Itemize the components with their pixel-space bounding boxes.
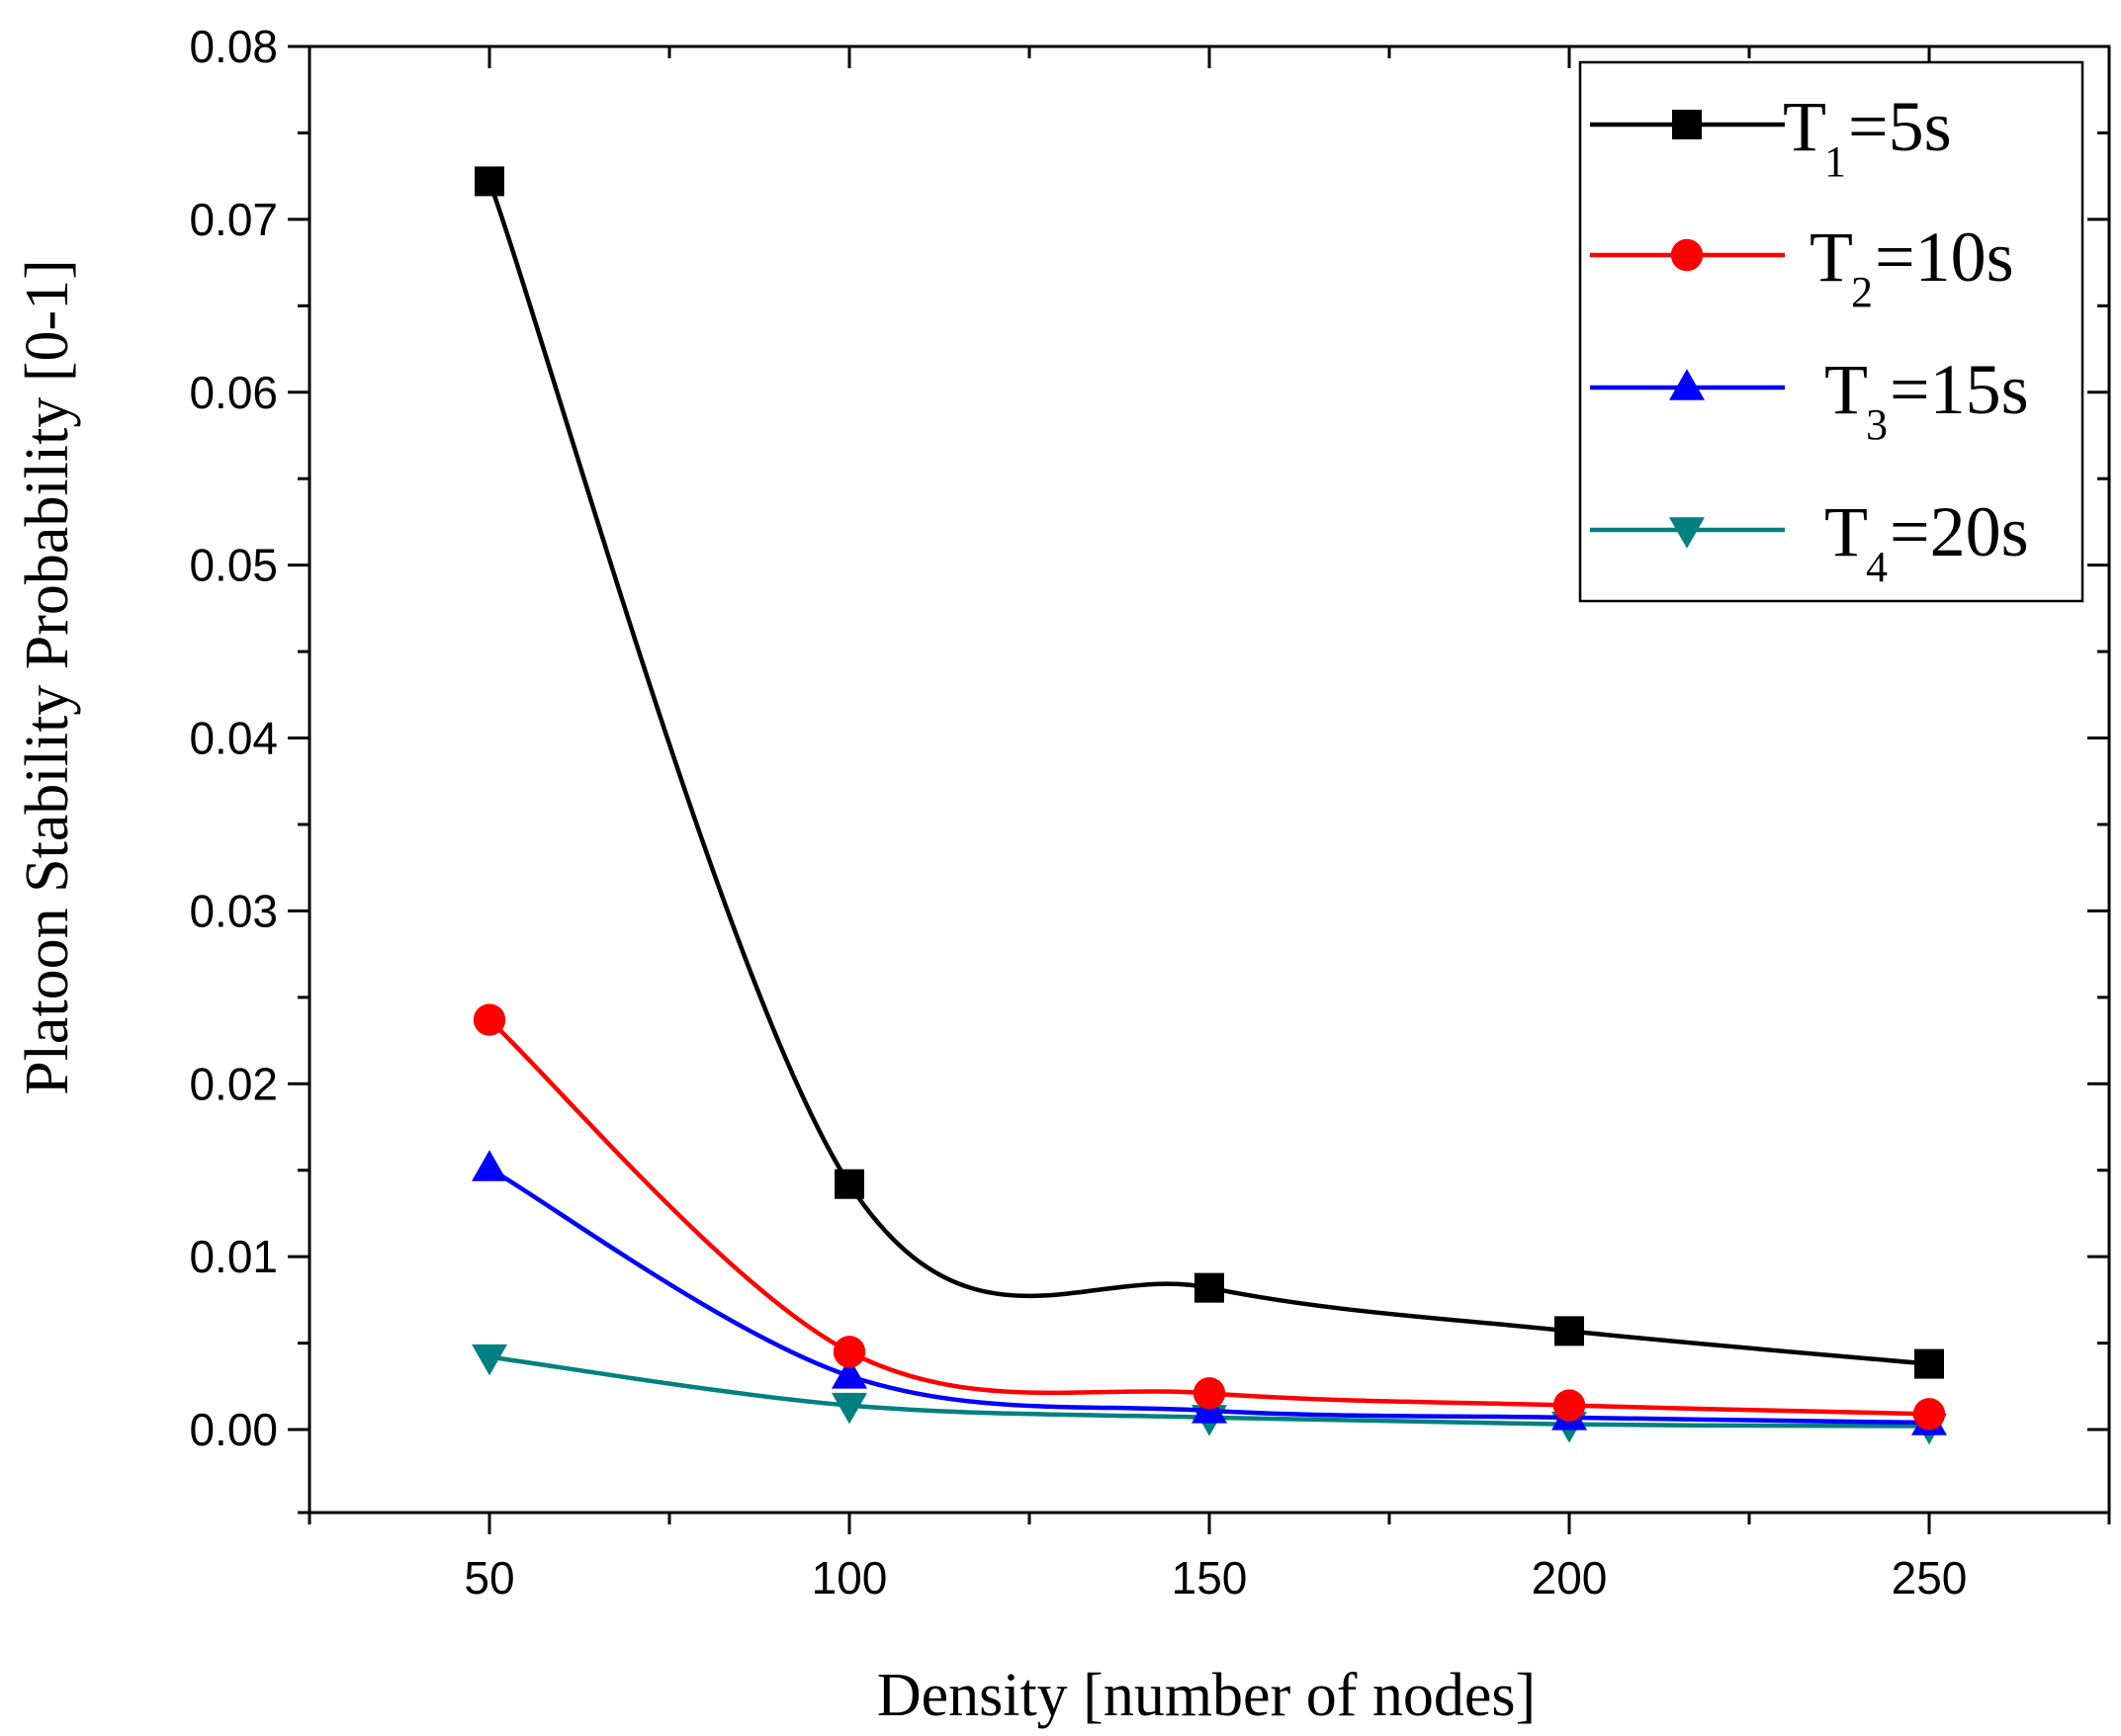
data-point [475,166,504,197]
y-tick-label: 0.05 [189,540,278,591]
data-point [472,1150,507,1181]
data-point [1193,1377,1226,1410]
legend-label-rest: =15s [1890,350,2029,429]
x-tick-label: 150 [1172,1552,1248,1604]
x-tick-label: 250 [1892,1552,1968,1604]
y-tick-label: 0.07 [189,194,278,245]
data-point [832,1357,867,1389]
series-T2=10s [473,1003,1946,1431]
y-axis-title: Platoon Stability Probability [0-1] [14,259,81,1095]
x-tick-label: 200 [1532,1552,1608,1604]
x-axis-title: Density [number of nodes] [877,1662,1536,1729]
data-point [473,1003,506,1036]
y-tick-label: 0.06 [189,367,278,418]
legend-label-main: T [1783,87,1826,166]
legend-marker [1669,517,1705,549]
legend-label-rest: =20s [1890,492,2029,571]
series-group [472,166,1947,1445]
legend-box [1578,60,2084,603]
x-tick-label: 100 [812,1552,888,1604]
x-tick-label: 50 [464,1552,514,1604]
legend-label-rest: =10s [1875,217,2014,297]
y-tick-label: 0.08 [189,21,278,72]
data-point [835,1169,864,1199]
data-point [1912,1398,1946,1431]
legend-label-main: T [1824,492,1868,571]
legend-label-sub: 3 [1866,400,1888,449]
data-point [1914,1348,1944,1379]
y-tick-label: 0.02 [189,1058,278,1109]
legend-marker [1669,369,1705,400]
legend-label-sub: 4 [1866,543,1888,591]
data-point [1554,1316,1584,1346]
legend-label-rest: =5s [1848,87,1952,166]
legend-item: T1 =5s [1590,87,1952,186]
y-tick-label: 0.04 [189,713,278,764]
axes: 50 100 150 200 250 0.00 0.01 0.02 0.03 0.04 0.05 0.… [189,21,2111,1604]
legend-item: T4 =20s [1590,492,2029,591]
legend-label-sub: 1 [1824,137,1846,186]
series-T1=5s [475,166,1944,1379]
legend-label-sub: 2 [1851,268,1873,316]
legend-item: T2 =10s [1590,217,2014,316]
legend-label-main: T [1810,217,1853,297]
legend-marker [1672,110,1702,139]
legend-marker [1670,238,1704,272]
data-point [1552,1389,1586,1422]
legend-label-main: T [1824,350,1868,429]
legend-item: T3 =15s [1590,350,2029,449]
data-point [832,1392,867,1425]
y-tick-label: 0.03 [189,885,278,936]
series-line [486,180,1930,1366]
data-point [833,1336,866,1368]
y-tick-label: 0.00 [189,1404,278,1455]
data-point [472,1344,507,1376]
y-tick-label: 0.01 [189,1231,278,1282]
data-point [1194,1272,1224,1303]
